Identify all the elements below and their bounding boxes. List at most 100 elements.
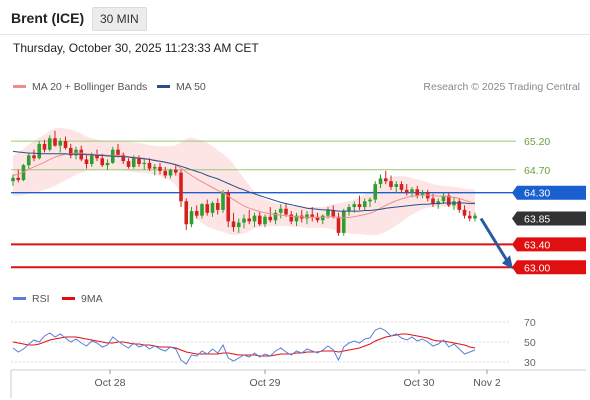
x-axis: Oct 28 Oct 29 Oct 30 Nov 2 [10,369,586,398]
rsi-tick-label-50: 50 [524,337,536,349]
candle-body [210,203,215,213]
forecast-arrow-head [502,255,513,270]
candle-body [226,192,231,222]
candle-body [247,218,252,222]
candle-body [68,147,73,156]
candle-body [236,222,241,228]
candle-body [331,209,336,217]
candle-body [252,215,257,222]
candle-body [336,216,341,233]
candle-body [231,221,236,228]
candle-body [425,192,430,199]
x-tick-label: Oct 28 [95,377,126,389]
candle-body [42,143,47,150]
candle-body [142,162,147,165]
candle-body [373,184,378,200]
candle-body [273,212,278,221]
candle-body [315,216,320,221]
candle-body [473,215,477,219]
level-label-63-40: 63.40 [524,239,550,251]
candle-body [326,209,330,216]
credit-text: Research © 2025 Trading Central [423,81,580,93]
candle-body [152,166,157,169]
candle-body [173,169,178,173]
candle-body [368,199,372,202]
candle-body [383,178,388,182]
level-label-63-00: 63.00 [524,262,550,274]
candle-body [168,169,173,176]
chart-header: Brent (ICE) 30 MIN [0,0,590,35]
candle-body [420,192,425,196]
rsi-line [12,327,476,365]
candle-body [131,158,136,167]
rsi-tick-label-70: 70 [524,317,536,329]
legend-ma50-label: MA 50 [176,81,206,93]
level-tag-63-40 [512,237,586,252]
candle-body [179,172,183,202]
candle-body [441,195,446,202]
candle-body [74,149,78,156]
candle-body [389,181,393,187]
candle-body [263,216,267,225]
level-label-64-30: 64.30 [524,188,550,200]
candle-body [431,198,435,205]
candle-body [294,215,299,222]
price-plot: 65.20 64.70 64.30 63.85 63.40 63.00 [11,127,586,275]
rsi-plot: 70 50 30 [11,317,536,369]
level-tag-63-00 [512,260,586,275]
candle-body [289,214,294,222]
candle-body [446,195,451,206]
candle-body [257,215,262,225]
candle-body [105,162,110,166]
candle-body [415,189,420,196]
timestamp: Thursday, October 30, 2025 11:23:33 AM C… [13,41,259,55]
candle-body [194,211,199,216]
rsi-tick-label-30: 30 [524,357,536,369]
candle-body [278,208,283,213]
candle-body [200,204,204,216]
candle-body [184,201,189,225]
x-tick-label: Oct 29 [250,377,281,389]
candle-body [242,218,246,223]
level-label-65-20: 65.20 [524,136,550,148]
candle-body [467,215,472,219]
legend-9ma-label: 9MA [81,293,103,305]
candle-body [457,201,462,210]
candle-body [305,214,309,219]
legend-swatch-ma50 [157,85,170,88]
candle-body [399,184,404,190]
candle-body [436,201,441,205]
candle-body [47,138,52,150]
candle-body [89,155,94,165]
candle-body [21,165,26,181]
candle-body [126,161,131,167]
candle-body [462,209,467,216]
candle-body [84,159,89,165]
candle-body [404,189,409,193]
level-label-64-70: 64.70 [524,165,550,177]
candle-body [268,216,273,221]
candle-body [26,155,31,166]
candle-body [58,141,63,146]
candle-body [137,158,141,165]
candle-body [189,211,194,225]
candle-body [147,162,152,169]
x-tick-label: Oct 30 [404,377,435,389]
symbol-title: Brent (ICE) [11,10,85,26]
candle-body [341,211,346,233]
candle-body [116,149,120,155]
candle-body [37,143,42,159]
candle-body [53,138,57,146]
forecast-arrow-shaft [479,217,510,264]
candle-body [95,155,99,159]
candle-body [221,192,225,210]
legend-swatch-rsi [13,297,26,300]
candle-body [320,215,325,221]
ma50-line [12,150,475,212]
legend-swatch-9ma [62,297,75,300]
level-tag-64-30 [512,185,586,200]
interval-button[interactable]: 30 MIN [92,7,147,31]
candle-body [163,170,168,176]
candle-body [394,184,399,187]
